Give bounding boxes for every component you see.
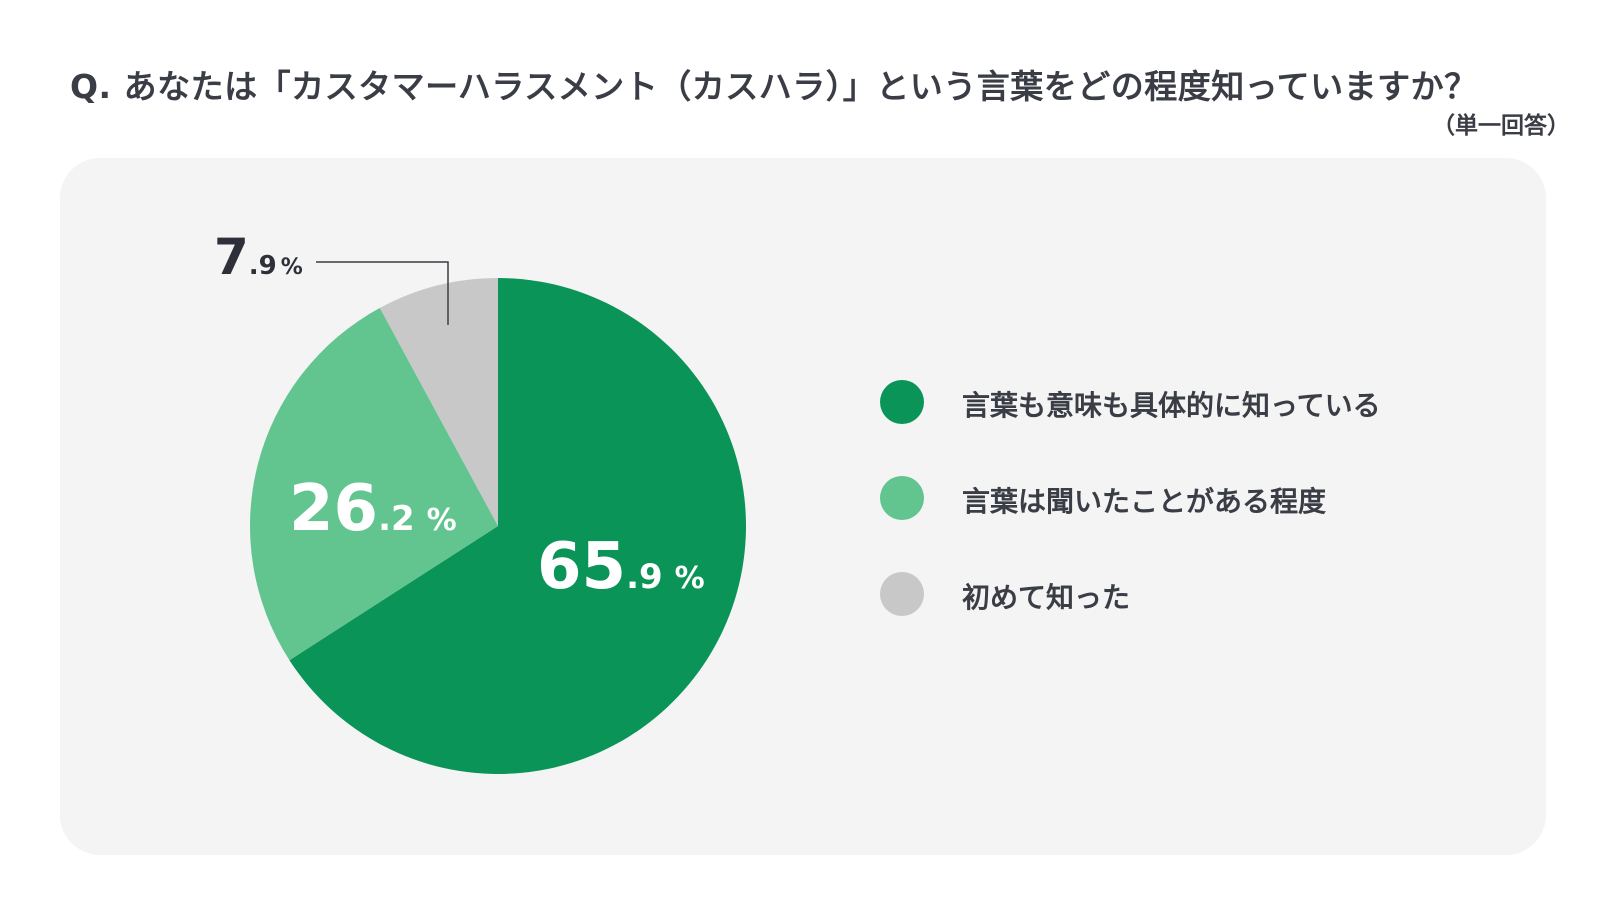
slice-value-label-2: 7.9% xyxy=(214,228,303,286)
legend-swatch-0 xyxy=(880,380,924,424)
pie-slice-1 xyxy=(249,307,498,661)
slice-value-label-1: 26.2% xyxy=(289,472,457,546)
legend-swatch-2 xyxy=(880,572,924,616)
pie-slice-2 xyxy=(379,278,498,526)
legend-label-2: 初めて知った xyxy=(962,581,1131,614)
legend-label-0: 言葉も意味も具体的に知っている xyxy=(962,389,1381,422)
legend-swatch-1 xyxy=(880,476,924,520)
pie-slice-0 xyxy=(289,278,746,775)
slice-value-label-0: 65.9% xyxy=(537,530,705,604)
chart-subtitle: （単一回答） xyxy=(1432,113,1570,139)
legend-label-1: 言葉は聞いたことがある程度 xyxy=(962,485,1327,518)
leader-line xyxy=(316,261,449,325)
chart-title: Q. あなたは「カスタマーハラスメント（カスハラ）」という言葉をどの程度知ってい… xyxy=(70,67,1478,106)
